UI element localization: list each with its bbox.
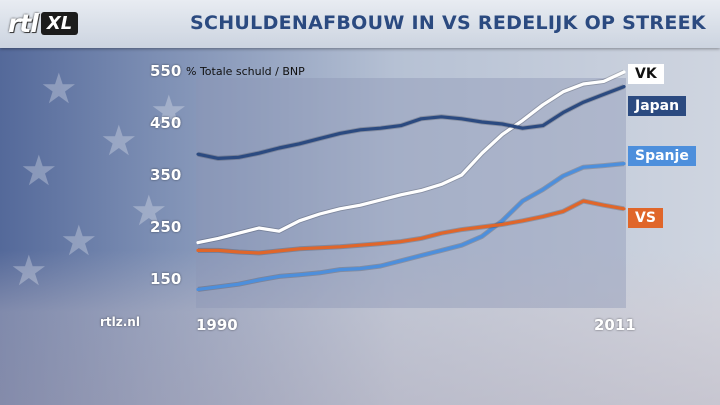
legend-label-spanje: Spanje [628,146,696,166]
legend-label-vs: VS [628,208,663,228]
star-icon: ★ [100,116,138,165]
x-tick-label: 2011 [594,316,636,334]
flag-stripes [0,250,720,405]
star-icon: ★ [20,146,58,195]
star-icon: ★ [150,86,188,135]
series-line-vs [196,199,626,255]
series-line-spanje [196,162,626,291]
rtl-xl-logo: rtl XL [8,8,79,38]
y-tick-label: 150 [150,270,182,288]
star-icon: ★ [10,246,48,295]
star-icon: ★ [130,186,168,235]
star-icon: ★ [60,216,98,265]
x-tick-label: 1990 [196,316,238,334]
page-title: SCHULDENAFBOUW IN VS REDELIJK OP STREEK [190,12,706,34]
y-tick-label: 450 [150,114,182,132]
source-credit: rtlz.nl [100,315,140,329]
logo-xl: XL [40,11,79,35]
series-line-vk [196,70,626,245]
series-line-japan [196,84,626,160]
y-tick-label: 550 [150,62,182,80]
legend-label-vk: VK [628,64,664,84]
y-tick-label: 350 [150,166,182,184]
header-bar: rtl XL SCHULDENAFBOUW IN VS REDELIJK OP … [0,0,720,48]
legend-label-japan: Japan [628,96,687,116]
y-axis-label: % Totale schuld / BNP [186,65,305,78]
series-shadow-vk [197,69,626,246]
star-icon: ★ [40,64,78,113]
y-tick-label: 250 [150,218,182,236]
logo-rtl: rtl [8,8,39,38]
